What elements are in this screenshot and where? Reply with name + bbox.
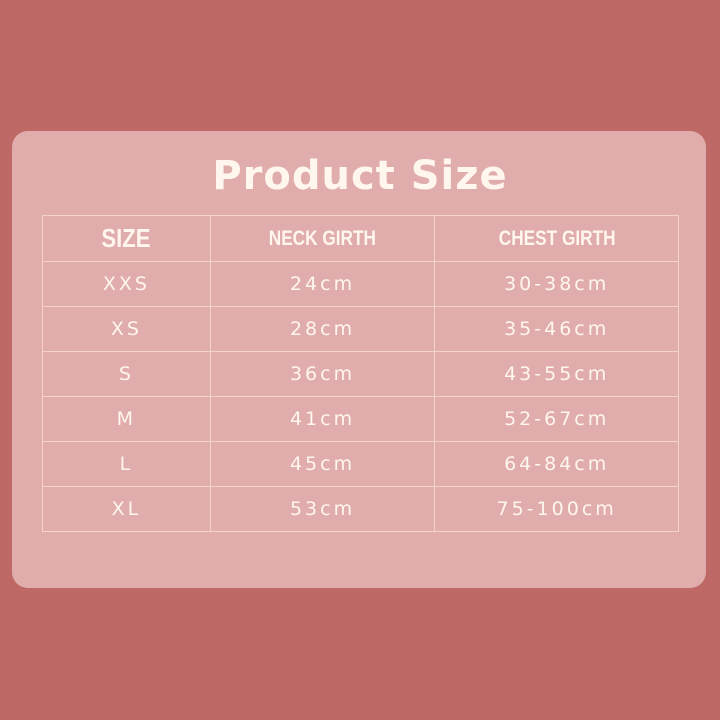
table-row: XS 28cm 35-46cm bbox=[42, 306, 679, 352]
header-chest-girth: CHEST GIRTH bbox=[434, 215, 679, 262]
neck-cell: 53cm bbox=[209, 486, 436, 532]
chest-cell: 52-67cm bbox=[434, 396, 679, 442]
chest-cell: 30-38cm bbox=[434, 261, 679, 307]
header-row: SIZE NECK GIRTH CHEST GIRTH bbox=[42, 215, 679, 262]
size-cell: XL bbox=[42, 486, 211, 532]
size-cell: XXS bbox=[42, 261, 211, 307]
size-table: SIZE NECK GIRTH CHEST GIRTH XXS 24cm 30-38… bbox=[42, 215, 679, 532]
neck-cell: 41cm bbox=[209, 396, 436, 442]
table-row: L 45cm 64-84cm bbox=[42, 441, 679, 487]
table-row: S 36cm 43-55cm bbox=[42, 351, 679, 397]
table-row: M 41cm 52-67cm bbox=[42, 396, 679, 442]
chest-cell: 43-55cm bbox=[434, 351, 679, 397]
header-chest-label: CHEST GIRTH bbox=[498, 226, 616, 250]
neck-cell: 28cm bbox=[209, 306, 436, 352]
header-neck-label: NECK GIRTH bbox=[268, 226, 377, 250]
chest-cell: 75-100cm bbox=[434, 486, 679, 532]
page-title: Product Size bbox=[212, 153, 508, 199]
neck-cell: 45cm bbox=[209, 441, 436, 487]
size-cell: S bbox=[42, 351, 211, 397]
size-cell: M bbox=[42, 396, 211, 442]
size-cell: XS bbox=[42, 306, 211, 352]
table-row: XXS 24cm 30-38cm bbox=[42, 261, 679, 307]
size-cell: L bbox=[42, 441, 211, 487]
chest-cell: 35-46cm bbox=[434, 306, 679, 352]
neck-cell: 24cm bbox=[209, 261, 436, 307]
header-size: SIZE bbox=[42, 215, 211, 262]
header-neck-girth: NECK GIRTH bbox=[209, 215, 436, 262]
chest-cell: 64-84cm bbox=[434, 441, 679, 487]
table-row: XL 53cm 75-100cm bbox=[42, 486, 679, 532]
header-size-label: SIZE bbox=[101, 223, 151, 253]
neck-cell: 36cm bbox=[209, 351, 436, 397]
